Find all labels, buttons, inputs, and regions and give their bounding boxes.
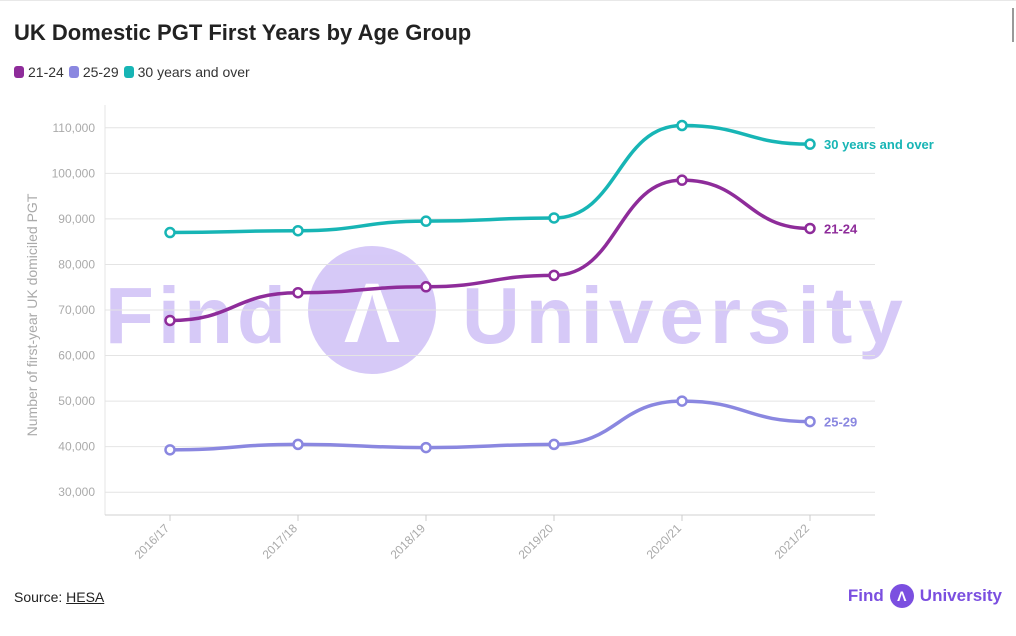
legend-swatch-25-29 — [68, 66, 79, 78]
data-point[interactable] — [804, 138, 816, 150]
brand-text-right: University — [919, 586, 1002, 605]
x-tick-label: 2020/21 — [644, 521, 685, 562]
y-tick-label: 30,000 — [58, 485, 95, 499]
y-tick-label: 100,000 — [52, 166, 96, 180]
legend-label-30-plus: 30 years and over — [137, 64, 250, 80]
series-end-label: 30 years and over — [824, 137, 934, 152]
series-group: 21-24 25-29 30 years and over — [164, 119, 934, 456]
data-point[interactable] — [676, 395, 688, 407]
grid — [104, 105, 875, 516]
series-line — [168, 123, 812, 235]
y-tick-label: 50,000 — [58, 394, 95, 408]
data-point[interactable] — [164, 444, 176, 456]
legend-swatch-21-24 — [14, 66, 24, 78]
x-axis: 2016/17 2017/18 2018/19 2019/20 2020/21 2021/… — [132, 515, 813, 562]
data-point[interactable] — [804, 415, 816, 428]
x-tick-label: 2016/17 — [132, 521, 173, 562]
watermark-text-right: University — [462, 271, 909, 360]
x-tick-label: 2018/19 — [388, 521, 429, 562]
brand-text-left: Find — [847, 586, 884, 605]
y-axis: 30,000 40,000 50,000 60,000 70,000 80,000 90,0… — [52, 121, 96, 499]
data-point[interactable] — [420, 281, 432, 293]
legend-swatch-30-plus — [123, 66, 134, 78]
brand-icon: Λ — [889, 584, 914, 608]
y-axis-label: Number of first-year UK domiciled PGT — [24, 193, 40, 436]
y-tick-label: 70,000 — [58, 303, 95, 317]
series-30-years-and-over: 30 years and over — [164, 119, 934, 239]
legend-item-25-29[interactable]: 25-29 — [68, 64, 119, 80]
data-point[interactable] — [292, 438, 304, 451]
data-point[interactable] — [676, 174, 688, 186]
chart-title: UK Domestic PGT First Years by Age Group — [14, 20, 472, 45]
watermark-logo-glyph: Λ — [344, 266, 400, 360]
source-note: Source: HESA — [14, 589, 104, 605]
brand-logo-footer[interactable]: Find Λ University — [848, 584, 1002, 608]
data-point[interactable] — [292, 286, 304, 299]
y-tick-label: 110,000 — [53, 121, 96, 135]
legend-item-21-24[interactable]: 21-24 — [14, 64, 64, 80]
watermark-text-left: Find — [105, 271, 290, 360]
source-prefix: Source: — [14, 589, 67, 605]
legend: 21-24 25-29 30 years and over — [14, 64, 255, 80]
data-point[interactable] — [548, 269, 560, 282]
data-point[interactable] — [676, 119, 688, 132]
data-point[interactable] — [420, 441, 432, 454]
series-end-label: 21-24 — [824, 221, 858, 236]
y-tick-label: 60,000 — [58, 349, 95, 363]
y-tick-label: 40,000 — [58, 440, 95, 454]
legend-item-30-plus[interactable]: 30 years and over — [123, 64, 250, 80]
brand-icon-glyph: Λ — [897, 588, 907, 604]
data-point[interactable] — [548, 438, 560, 451]
data-point[interactable] — [164, 314, 176, 327]
data-point[interactable] — [164, 226, 176, 239]
series-21-24: 21-24 — [164, 174, 858, 327]
data-point[interactable] — [292, 224, 304, 237]
data-point[interactable] — [548, 212, 560, 224]
series-line — [168, 178, 812, 323]
data-point[interactable] — [804, 222, 816, 235]
series-end-label: 25-29 — [824, 415, 857, 430]
x-tick-label: 2017/18 — [260, 521, 301, 562]
series-25-29: 25-29 — [164, 395, 857, 456]
legend-label-25-29: 25-29 — [82, 64, 119, 80]
x-tick-label: 2021/22 — [772, 521, 813, 562]
x-tick-label: 2019/20 — [516, 521, 557, 562]
y-tick-label: 80,000 — [58, 257, 95, 271]
data-point[interactable] — [420, 215, 432, 227]
y-tick-label: 90,000 — [58, 212, 95, 226]
legend-label-21-24: 21-24 — [28, 64, 64, 80]
scrollbar[interactable] — [1012, 8, 1014, 42]
series-line — [168, 399, 812, 452]
source-link[interactable]: HESA — [66, 589, 105, 605]
